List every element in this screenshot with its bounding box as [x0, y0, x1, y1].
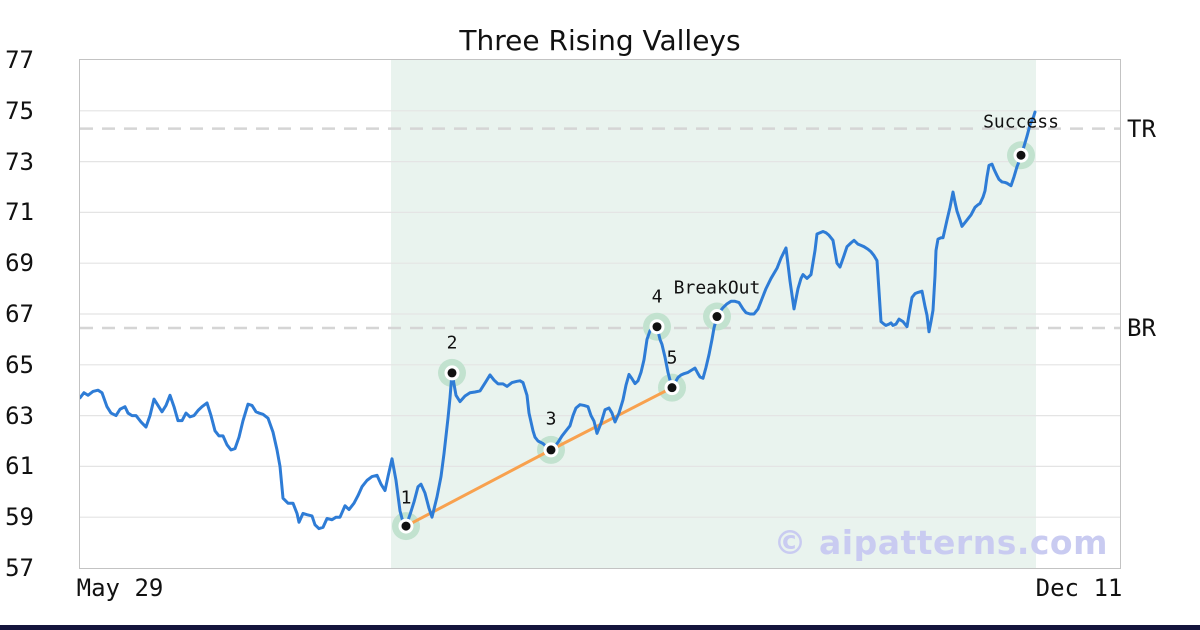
x-tick-label: May 29	[76, 574, 164, 602]
y-tick-label: 77	[5, 46, 34, 74]
annotation-breakout: BreakOut	[673, 277, 761, 299]
y-tick-label: 59	[5, 503, 34, 532]
bottom-accent-bar	[0, 625, 1200, 630]
annotation-5: 5	[666, 347, 678, 369]
annotation-success: Success	[983, 111, 1059, 133]
annotation-4: 4	[651, 286, 663, 308]
marker-dot-breakout	[712, 312, 722, 322]
marker-dot-3	[546, 445, 556, 455]
annotation-1: 1	[400, 487, 412, 509]
chart-canvas	[80, 60, 1120, 568]
y-tick-label: 75	[5, 96, 34, 125]
y-tick-label: 57	[5, 554, 34, 582]
y-tick-label: 69	[5, 249, 34, 278]
marker-dot-1	[401, 521, 411, 531]
y-tick-label: 73	[5, 147, 34, 176]
annotation-3: 3	[545, 408, 557, 430]
level-label-br: BR	[1127, 313, 1156, 342]
marker-dot-success	[1016, 150, 1026, 160]
watermark: © aipatterns.com	[773, 523, 1108, 562]
y-tick-label: 71	[5, 198, 34, 227]
marker-dot-4	[652, 322, 662, 332]
x-tick-label: Dec 11	[1035, 574, 1123, 602]
y-tick-label: 65	[5, 350, 34, 379]
y-tick-label: 67	[5, 300, 34, 328]
marker-dot-5	[667, 383, 677, 393]
chart-title: Three Rising Valleys	[459, 24, 741, 57]
price-line	[80, 110, 1037, 531]
marker-dot-2	[447, 368, 457, 378]
y-tick-label: 61	[5, 452, 34, 481]
plot-border	[79, 59, 1121, 569]
annotation-2: 2	[446, 332, 458, 354]
level-label-tr: TR	[1127, 114, 1156, 143]
y-tick-label: 63	[5, 401, 34, 430]
